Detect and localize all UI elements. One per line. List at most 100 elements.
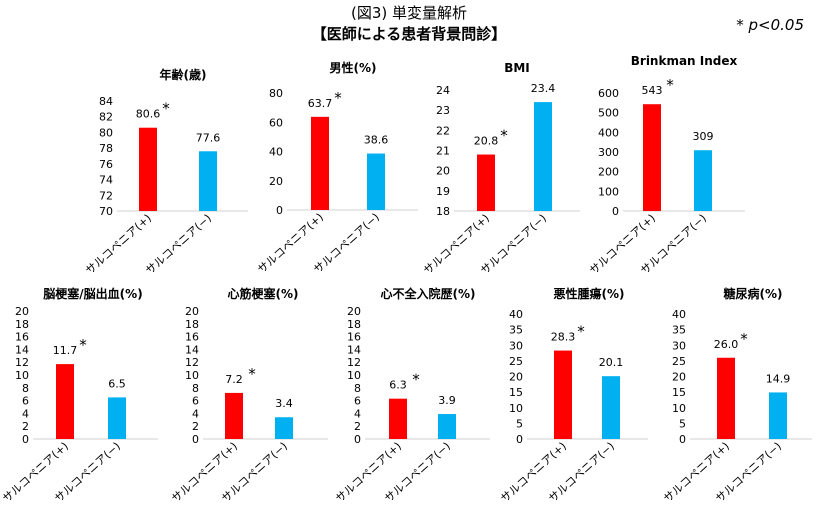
bar <box>367 153 385 210</box>
y-tick-label: 20 <box>269 175 283 188</box>
y-tick-label: 4 <box>354 407 361 420</box>
y-tick-label: 4 <box>192 407 199 420</box>
data-label: 309 <box>693 130 714 143</box>
bar <box>602 376 620 439</box>
y-tick-label: 8 <box>192 382 199 395</box>
y-tick-label: 16 <box>15 331 29 344</box>
y-tick-label: 16 <box>347 331 361 344</box>
data-label: 20.1 <box>599 356 624 369</box>
y-tick-label: 2 <box>192 420 199 433</box>
significance-asterisk: * <box>79 336 87 354</box>
data-label: 543 <box>642 84 663 97</box>
y-tick-label: 20 <box>672 371 686 384</box>
y-tick-label: 10 <box>672 402 686 415</box>
y-tick-label: 8 <box>22 382 29 395</box>
y-tick-label: 14 <box>15 343 29 356</box>
y-tick-label: 2 <box>354 420 361 433</box>
y-tick-label: 15 <box>509 386 523 399</box>
y-tick-label: 22 <box>436 124 450 137</box>
y-tick-label: 4 <box>22 407 29 420</box>
chart-title: BMI <box>504 61 530 75</box>
significance-asterisk: * <box>248 365 256 383</box>
y-tick-label: 0 <box>22 433 29 446</box>
y-tick-label: 100 <box>598 185 619 198</box>
figure-label: (図3) 単変量解析 <box>350 4 468 22</box>
data-label: 6.5 <box>108 377 126 390</box>
y-tick-label: 20 <box>185 305 199 318</box>
y-tick-label: 400 <box>598 126 619 139</box>
y-tick-label: 0 <box>192 433 199 446</box>
bar <box>199 151 217 211</box>
significance-asterisk: * <box>577 323 585 341</box>
y-tick-label: 0 <box>354 433 361 446</box>
data-label: 3.9 <box>438 394 456 407</box>
y-tick-label: 25 <box>672 355 686 368</box>
chart-title: Brinkman Index <box>631 54 738 68</box>
y-tick-label: 0 <box>516 433 523 446</box>
y-tick-label: 18 <box>15 318 29 331</box>
y-tick-label: 25 <box>509 355 523 368</box>
y-tick-label: 6 <box>354 395 361 408</box>
data-label: 26.0 <box>714 338 739 351</box>
chart-title: 男性(%) <box>330 60 377 75</box>
significance-asterisk: * <box>334 89 342 107</box>
y-tick-label: 18 <box>347 318 361 331</box>
y-tick-label: 21 <box>436 145 450 158</box>
data-label: 28.3 <box>551 331 576 344</box>
y-tick-label: 2 <box>22 420 29 433</box>
y-tick-label: 78 <box>99 142 113 155</box>
y-tick-label: 500 <box>598 107 619 120</box>
data-label: 14.9 <box>766 372 791 385</box>
y-tick-label: 19 <box>436 185 450 198</box>
y-tick-label: 30 <box>672 339 686 352</box>
chart-title: 心不全入院歴(%) <box>381 286 476 301</box>
data-label: 11.7 <box>53 344 78 357</box>
y-tick-label: 74 <box>99 174 113 187</box>
y-tick-label: 40 <box>509 308 523 321</box>
significance-asterisk: * <box>666 76 674 94</box>
significance-asterisk: * <box>412 371 420 389</box>
y-tick-label: 82 <box>99 111 113 124</box>
chart-title: 心筋梗塞(%) <box>228 286 299 301</box>
y-tick-label: 200 <box>598 166 619 179</box>
y-tick-label: 300 <box>598 146 619 159</box>
bar <box>108 397 126 439</box>
y-tick-label: 80 <box>269 87 283 100</box>
y-tick-label: 10 <box>185 369 199 382</box>
y-tick-label: 8 <box>354 382 361 395</box>
y-tick-label: 20 <box>436 165 450 178</box>
y-tick-label: 0 <box>276 204 283 217</box>
y-tick-label: 0 <box>612 205 619 218</box>
bar <box>643 104 661 211</box>
bar <box>438 414 456 439</box>
y-tick-label: 20 <box>509 371 523 384</box>
y-tick-label: 40 <box>269 146 283 159</box>
y-tick-label: 80 <box>99 126 113 139</box>
y-tick-label: 60 <box>269 116 283 129</box>
data-label: 63.7 <box>308 97 333 110</box>
significance-asterisk: * <box>740 330 748 348</box>
y-tick-label: 35 <box>672 324 686 337</box>
y-tick-label: 15 <box>672 386 686 399</box>
y-tick-label: 84 <box>99 95 113 108</box>
y-tick-label: 5 <box>679 417 686 430</box>
y-tick-label: 0 <box>679 433 686 446</box>
y-tick-label: 12 <box>347 356 361 369</box>
y-tick-label: 6 <box>22 395 29 408</box>
y-tick-label: 40 <box>672 308 686 321</box>
y-tick-label: 12 <box>15 356 29 369</box>
category-label: サルコペニア(−) <box>143 212 214 278</box>
y-tick-label: 30 <box>509 339 523 352</box>
data-label: 3.4 <box>275 397 293 410</box>
y-tick-label: 23 <box>436 104 450 117</box>
data-label: 6.3 <box>389 379 407 392</box>
bar <box>694 150 712 211</box>
y-tick-label: 600 <box>598 87 619 100</box>
y-tick-label: 18 <box>436 205 450 218</box>
bar <box>389 398 407 439</box>
data-label: 23.4 <box>531 82 556 95</box>
bar <box>554 350 572 439</box>
y-tick-label: 10 <box>509 402 523 415</box>
bar <box>275 417 293 439</box>
